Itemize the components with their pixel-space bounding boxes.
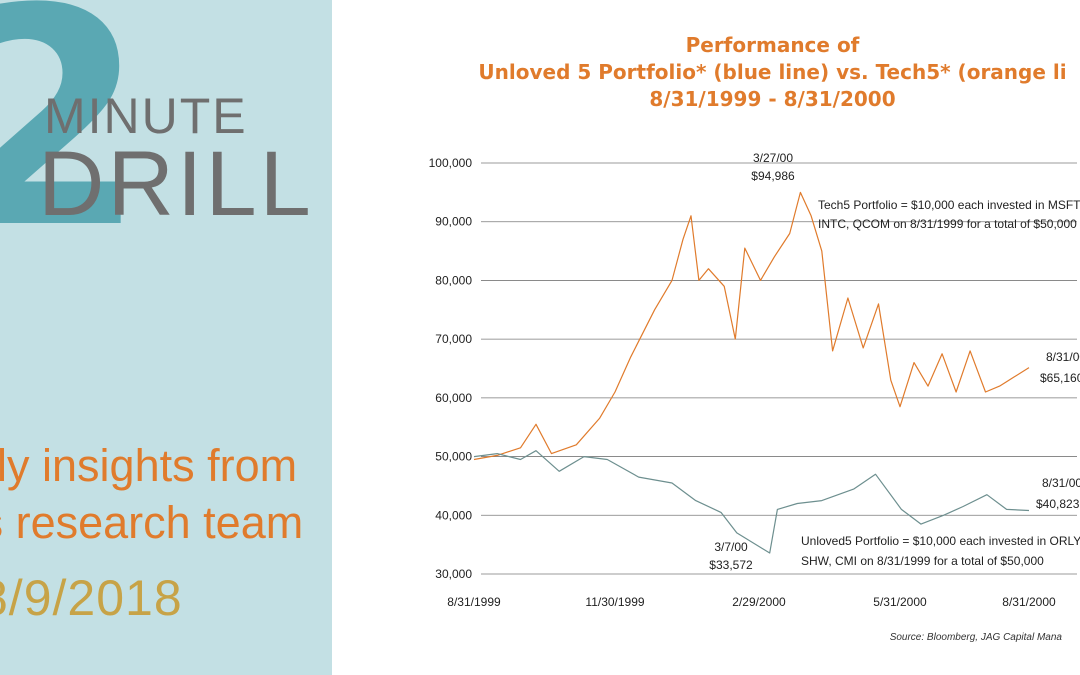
- y-axis-ticks: 30,000 40,000 50,000 60,000 70,000 80,000 90,0…: [429, 156, 473, 581]
- annotation-unloved5-end-value: $40,823: [1036, 497, 1080, 511]
- performance-chart: 30,000 40,000 50,000 60,000 70,000 80,000 90,0…: [429, 151, 1080, 609]
- y-tick-label: 50,000: [435, 450, 472, 464]
- tech5-series-line: [473, 191, 1030, 461]
- tagline-line-1: ely insights from: [0, 440, 298, 491]
- annotation-peak-date: 3/27/00: [753, 151, 793, 165]
- chart-title-line-2: Unloved 5 Portfolio* (blue line) vs. Tec…: [478, 60, 1067, 84]
- annotation-trough-date: 3/7/00: [714, 540, 748, 554]
- x-axis-ticks: 8/31/1999 11/30/1999 2/29/2000 5/31/2000 8/3…: [447, 595, 1056, 609]
- drill-text: DRILL: [38, 133, 314, 235]
- minute-text: MINUTE: [44, 88, 248, 144]
- chart-title: Performance of Unloved 5 Portfolio* (blu…: [400, 32, 1080, 113]
- branding-panel: 2 MINUTE DRILL ely insights from 's rese…: [0, 0, 332, 675]
- chart-title-line-1: Performance of: [685, 33, 860, 57]
- annotation-trough-value: $33,572: [709, 558, 753, 572]
- note-unloved5-line-1: Unloved5 Portfolio = $10,000 each invest…: [801, 534, 1080, 548]
- y-tick-label: 100,000: [429, 156, 473, 170]
- note-tech5-line-2: INTC, QCOM on 8/31/1999 for a total of $…: [818, 217, 1077, 231]
- annotation-peak-value: $94,986: [751, 169, 795, 183]
- y-tick-label: 60,000: [435, 391, 472, 405]
- x-tick-label: 2/29/2000: [732, 595, 786, 609]
- annotations: 3/27/00 $94,986 3/7/00 $33,572 8/31/00 $…: [709, 151, 1080, 572]
- tagline-line-2: 's research team: [0, 497, 304, 548]
- grid-lines: [481, 162, 1077, 575]
- annotation-unloved5-end-date: 8/31/00: [1042, 476, 1080, 490]
- x-tick-label: 8/31/1999: [447, 595, 501, 609]
- big-digit: 2: [0, 0, 147, 294]
- x-tick-label: 11/30/1999: [585, 595, 644, 609]
- x-tick-label: 5/31/2000: [873, 595, 927, 609]
- source-note: Source: Bloomberg, JAG Capital Mana: [889, 632, 1062, 643]
- chart-title-line-3: 8/31/1999 - 8/31/2000: [649, 87, 896, 111]
- note-unloved5-line-2: SHW, CMI on 8/31/1999 for a total of $50…: [801, 554, 1044, 568]
- series-lines: [473, 191, 1030, 554]
- y-tick-label: 80,000: [435, 273, 472, 287]
- x-tick-label: 8/31/2000: [1002, 595, 1056, 609]
- publish-date: 8/9/2018: [0, 570, 183, 626]
- annotation-tech5-end-value: $65,160: [1040, 371, 1080, 385]
- y-tick-label: 90,000: [435, 215, 472, 229]
- y-tick-label: 40,000: [435, 508, 472, 522]
- y-tick-label: 70,000: [435, 332, 472, 346]
- note-tech5-line-1: Tech5 Portfolio = $10,000 each invested …: [818, 198, 1080, 212]
- y-tick-label: 30,000: [435, 567, 472, 581]
- annotation-tech5-end-date: 8/31/00: [1046, 350, 1080, 364]
- unloved5-series-line: [473, 450, 1030, 554]
